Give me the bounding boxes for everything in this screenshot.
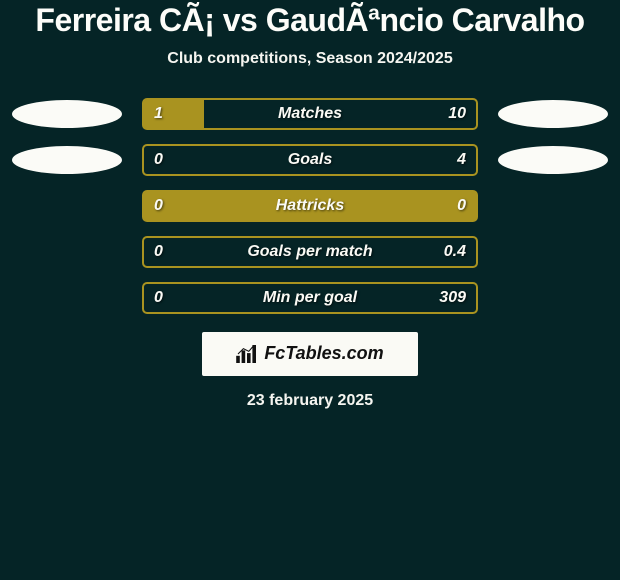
subtitle: Club competitions, Season 2024/2025 bbox=[0, 50, 620, 68]
stat-label: Goals bbox=[144, 146, 476, 174]
stat-bar: 0Hattricks0 bbox=[142, 190, 478, 222]
stat-row: 0Goals per match0.4 bbox=[0, 236, 620, 268]
date-text: 23 february 2025 bbox=[0, 392, 620, 410]
player-badge-right bbox=[498, 100, 608, 128]
player-badge-right bbox=[498, 146, 608, 174]
player-badge-left bbox=[12, 146, 122, 174]
brand-badge: FcTables.com bbox=[202, 332, 418, 376]
stat-label: Min per goal bbox=[144, 284, 476, 312]
stat-row: 1Matches10 bbox=[0, 98, 620, 130]
stat-right-value: 0 bbox=[457, 192, 466, 220]
stat-right-value: 0.4 bbox=[444, 238, 466, 266]
stat-row: 0Goals4 bbox=[0, 144, 620, 176]
brand-label: FcTables.com bbox=[264, 343, 383, 364]
bar-chart-icon bbox=[236, 345, 258, 363]
stat-right-value: 4 bbox=[457, 146, 466, 174]
page-title: Ferreira CÃ¡ vs GaudÃªncio Carvalho bbox=[0, 4, 620, 38]
stat-bar: 1Matches10 bbox=[142, 98, 478, 130]
stat-right-value: 309 bbox=[439, 284, 466, 312]
stat-label: Goals per match bbox=[144, 238, 476, 266]
stat-bar: 0Goals per match0.4 bbox=[142, 236, 478, 268]
stat-bar: 0Min per goal309 bbox=[142, 282, 478, 314]
stat-row: 0Hattricks0 bbox=[0, 190, 620, 222]
stat-label: Matches bbox=[144, 100, 476, 128]
stat-bar: 0Goals4 bbox=[142, 144, 478, 176]
stat-row: 0Min per goal309 bbox=[0, 282, 620, 314]
player-badge-left bbox=[12, 100, 122, 128]
stat-label: Hattricks bbox=[144, 192, 476, 220]
stat-right-value: 10 bbox=[448, 100, 466, 128]
